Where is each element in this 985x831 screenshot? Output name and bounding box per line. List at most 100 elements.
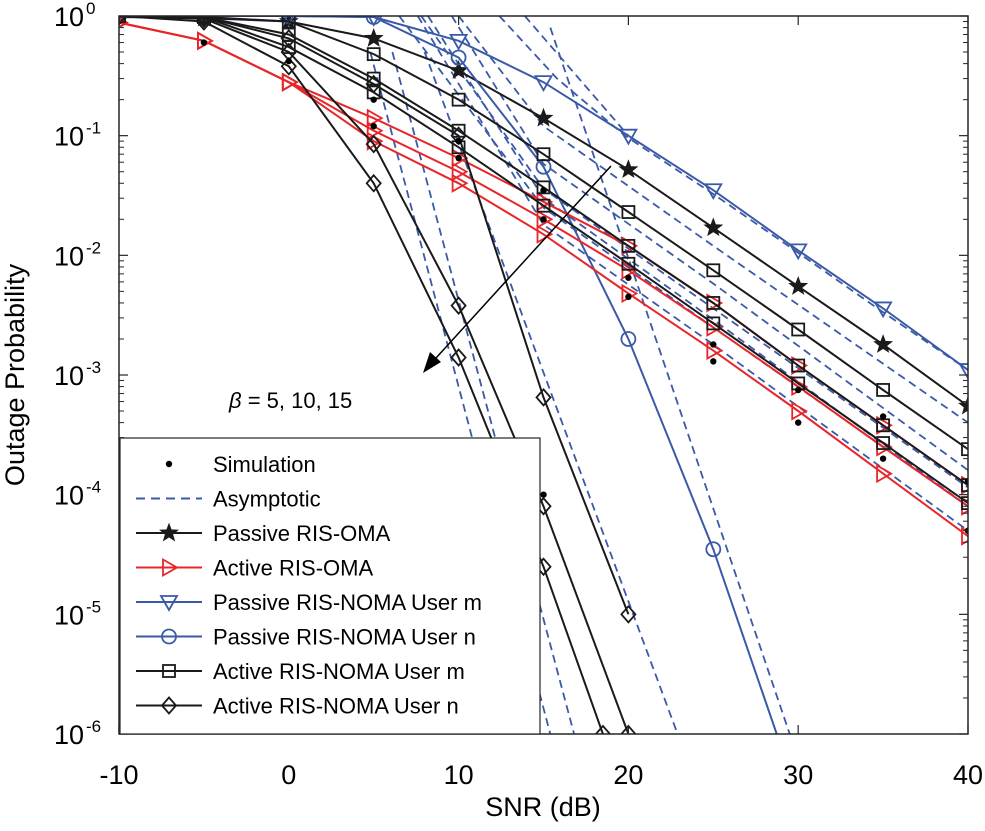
legend-label: Passive RIS-NOMA User n (213, 625, 476, 650)
series-marker (788, 243, 808, 261)
simulation-point (455, 137, 462, 145)
simulation-point (370, 122, 377, 130)
legend-marker (159, 522, 179, 542)
series-marker (449, 33, 469, 51)
legend-label: Passive RIS-NOMA User m (213, 590, 482, 615)
series-marker (280, 56, 297, 76)
simulation-layer (200, 39, 968, 534)
legend-item: Active RIS-NOMA User m (136, 659, 465, 684)
legend-item: Active RIS-NOMA User n (136, 694, 459, 719)
series-marker (281, 72, 299, 92)
series-marker (705, 541, 722, 558)
x-tick-label: 0 (281, 760, 296, 790)
y-tick-exponent: -5 (86, 597, 101, 616)
simulation-point (795, 419, 802, 426)
series-marker (119, 17, 129, 29)
y-tick-label: 10 (54, 481, 84, 511)
legend-label: Passive RIS-OMA (213, 521, 391, 546)
series-marker (621, 256, 636, 271)
beta-annotation: β = 5, 10, 15 (228, 165, 612, 413)
asymptotic-line (524, 16, 630, 137)
series-marker (618, 128, 638, 146)
asymptotic-line (417, 16, 968, 532)
legend-label: Active RIS-NOMA User m (213, 659, 465, 684)
series-marker (958, 363, 968, 380)
series-marker (703, 183, 723, 201)
simulation-point (200, 39, 208, 46)
simulation-point (625, 293, 632, 301)
series-marker (594, 724, 612, 734)
series-marker (450, 49, 467, 66)
series-marker (533, 75, 554, 92)
series-marker (451, 173, 469, 193)
series-marker (961, 478, 968, 493)
simulation-point (540, 216, 547, 223)
asymptotic-line (420, 16, 968, 489)
simulation-point (879, 455, 887, 462)
y-tick-label: 10 (54, 2, 84, 32)
y-tick-exponent: 0 (86, 0, 95, 18)
series-line (119, 16, 778, 734)
series-marker (961, 526, 968, 546)
legend-marker (165, 460, 173, 468)
series-marker (365, 134, 382, 154)
asymptotic-line (423, 51, 679, 734)
simulation-point (964, 477, 968, 485)
series-line (119, 16, 968, 451)
series-marker (366, 47, 381, 62)
series-marker (533, 107, 554, 127)
series-marker (195, 16, 213, 29)
simulation-point (455, 154, 462, 162)
y-tick-label: 10 (54, 122, 84, 152)
y-tick-exponent: -4 (86, 478, 101, 497)
series-marker (621, 205, 636, 219)
x-tick-label: 20 (613, 760, 643, 790)
series-marker (535, 388, 552, 407)
beta-annotation-text: β = 5, 10, 15 (228, 388, 352, 413)
beta-symbol: β (228, 388, 242, 413)
series-line (119, 21, 968, 538)
legend-marker (162, 664, 176, 678)
legend-label: Active RIS-NOMA User n (213, 694, 459, 719)
series-marker (791, 322, 806, 337)
series-marker (363, 27, 384, 47)
x-axis-title: SNR (dB) (485, 792, 601, 822)
simulation-point (370, 96, 377, 103)
legend-item: Active RIS-OMA (136, 556, 373, 581)
series-marker (621, 238, 636, 253)
series-marker (873, 301, 893, 319)
series-marker (961, 496, 968, 511)
series-diamond (119, 16, 612, 734)
y-tick-label: 10 (54, 241, 84, 271)
legend-label: Asymptotic (213, 487, 321, 512)
y-tick-exponent: -6 (86, 717, 101, 736)
beta-arrow-head (423, 352, 441, 373)
simulation-point (540, 491, 547, 498)
asymptotic-line (549, 27, 791, 734)
x-tick-label: -10 (99, 760, 138, 790)
legend-label: Active RIS-OMA (213, 556, 373, 581)
legend-item: Asymptotic (136, 487, 321, 512)
series-marker (365, 173, 382, 193)
y-tick-label: 10 (54, 600, 84, 630)
series-marker (620, 331, 637, 347)
series-marker (281, 16, 296, 29)
legend-label: Simulation (213, 452, 316, 477)
x-tick-label: 10 (444, 760, 474, 790)
series-marker (706, 296, 721, 310)
series-diamond (119, 16, 637, 624)
series-marker (365, 74, 382, 94)
series-marker (451, 162, 469, 182)
legend-item: Passive RIS-NOMA User n (136, 625, 476, 650)
beta-values: = 5, 10, 15 (242, 388, 353, 413)
series-line (119, 16, 630, 615)
series-layer (119, 16, 968, 734)
simulation-point (710, 341, 717, 348)
series-marker (366, 108, 384, 128)
y-tick-exponent: -1 (86, 119, 101, 138)
legend-marker (162, 557, 179, 578)
simulation-point (795, 386, 802, 394)
series-marker (280, 29, 297, 48)
series-marker (195, 16, 213, 27)
series-marker (620, 604, 637, 624)
